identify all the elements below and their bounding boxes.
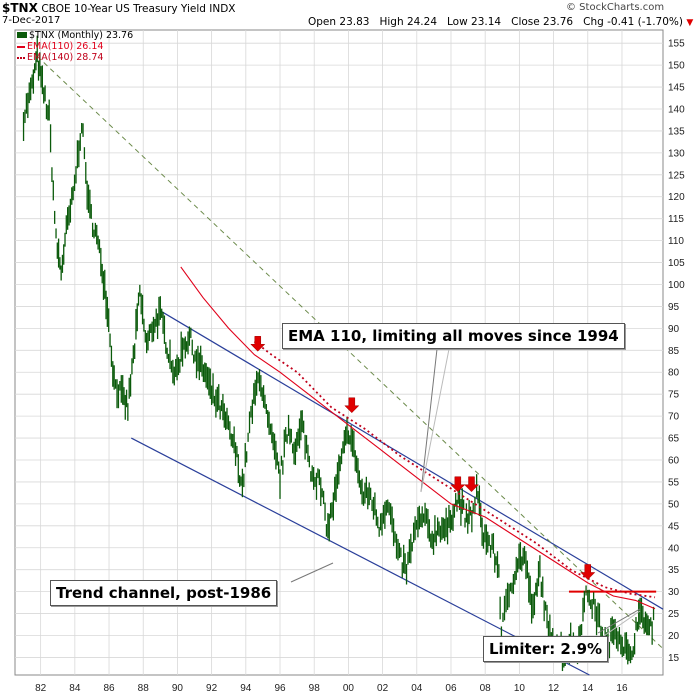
y-tick-label: 15 (668, 653, 680, 664)
x-axis: 82 84 86 88 90 92 94 96 98 00 02 04 06 08 10 12 14 16 (35, 683, 628, 694)
open-value: Open 23.83 (308, 16, 370, 28)
trend-channel-annotation: Trend channel, post-1986 (50, 580, 278, 606)
limiter-callout-line (597, 608, 641, 634)
legend-price-label: $TNX (Monthly) 23.76 (29, 30, 134, 41)
y-tick-label: 70 (668, 412, 680, 423)
x-tick-label: 86 (103, 683, 115, 694)
x-tick-label: 12 (548, 683, 560, 694)
ema110-line (180, 266, 656, 610)
x-tick-label: 10 (514, 683, 526, 694)
ema140-line (253, 340, 656, 599)
x-tick-label: 94 (240, 683, 252, 694)
x-tick-label: 00 (343, 683, 355, 694)
x-tick-label: 92 (206, 683, 218, 694)
callout-lines (290, 348, 641, 641)
x-tick-label: 14 (582, 683, 594, 694)
y-tick-label: 30 (668, 587, 680, 598)
legend-ema140-swatch (17, 56, 25, 59)
y-tick-label: 60 (668, 456, 680, 467)
y-tick-label: 110 (668, 236, 684, 247)
trendlines (36, 55, 664, 676)
y-axis: 15 20 25 30 35 40 45 50 55 60 65 70 75 80 85 90 95 100 105… (668, 39, 685, 664)
copyright: © StockCharts.com (566, 2, 665, 13)
legend-ema140-label: EMA(140) 28.74 (27, 52, 104, 63)
y-tick-label: 135 (668, 126, 685, 137)
channel-callout-line (290, 562, 334, 583)
y-tick-label: 35 (668, 565, 680, 576)
change-value: Chg -0.41 (-1.70%) (583, 16, 683, 28)
legend-ema140: EMA(140) 28.74 (17, 52, 133, 63)
y-tick-label: 120 (668, 192, 685, 203)
x-tick-label: 98 (309, 683, 321, 694)
y-tick-label: 75 (668, 390, 680, 401)
high-value: High 24.24 (379, 16, 437, 28)
legend-ema110-label: EMA(110) 26.14 (27, 41, 104, 52)
trendline-channel-upper (160, 310, 664, 610)
legend-price: $TNX (Monthly) 23.76 (17, 30, 133, 41)
y-tick-label: 145 (668, 83, 685, 94)
y-tick-label: 65 (668, 434, 680, 445)
y-tick-label: 125 (668, 170, 685, 181)
y-tick-label: 20 (668, 631, 680, 642)
down-arrow-marker (580, 564, 596, 580)
x-tick-label: 08 (480, 683, 492, 694)
x-tick-label: 02 (377, 683, 389, 694)
legend-ema110: EMA(110) 26.14 (17, 41, 133, 52)
x-tick-label: 06 (445, 683, 457, 694)
y-tick-label: 140 (668, 104, 685, 115)
y-tick-label: 95 (668, 302, 680, 313)
down-triangle-icon: ▼ (686, 18, 694, 28)
y-tick-label: 40 (668, 543, 680, 554)
ohlc-summary: Open 23.83 High 24.24 Low 23.14 Close 23… (308, 16, 693, 28)
down-arrow-marker (344, 397, 360, 414)
y-tick-label: 85 (668, 346, 680, 357)
close-value: Close 23.76 (511, 16, 574, 28)
x-tick-label: 16 (616, 683, 628, 694)
y-tick-label: 155 (668, 39, 685, 50)
low-value: Low 23.14 (447, 16, 502, 28)
arrows-layer (250, 336, 596, 580)
y-tick-label: 45 (668, 521, 680, 532)
y-tick-label: 130 (668, 148, 685, 159)
chart-title: $TNX CBOE 10-Year US Treasury Yield INDX (2, 1, 236, 15)
y-tick-label: 25 (668, 609, 680, 620)
x-tick-label: 88 (138, 683, 150, 694)
x-tick-label: 96 (274, 683, 286, 694)
x-tick-label: 84 (69, 683, 81, 694)
legend: $TNX (Monthly) 23.76 EMA(110) 26.14 EMA(… (17, 30, 133, 63)
down-arrow-marker (463, 476, 480, 493)
x-tick-label: 82 (35, 683, 47, 694)
y-tick-label: 115 (668, 214, 684, 225)
legend-price-swatch (17, 32, 27, 38)
y-tick-label: 90 (668, 324, 680, 335)
trendline-channel-lower (130, 437, 590, 676)
x-tick-label: 90 (172, 683, 184, 694)
x-tick-label: 04 (411, 683, 423, 694)
y-tick-label: 55 (668, 477, 680, 488)
y-tick-label: 150 (668, 61, 685, 72)
chart-date: 7-Dec-2017 (2, 15, 61, 26)
y-tick-label: 100 (668, 280, 685, 291)
legend-ema110-swatch (17, 45, 25, 48)
symbol: $TNX (2, 1, 38, 15)
ema-callout-line-2 (420, 348, 456, 493)
limiter-callout-line-2 (597, 610, 641, 641)
down-arrow-marker (450, 476, 466, 493)
description: CBOE 10-Year US Treasury Yield INDX (41, 3, 236, 15)
ema-annotation: EMA 110, limiting all moves since 1994 (282, 323, 625, 349)
down-arrow-marker (250, 336, 266, 352)
y-tick-label: 80 (668, 368, 680, 379)
y-tick-label: 105 (668, 258, 685, 269)
y-tick-label: 50 (668, 499, 680, 510)
limiter-annotation: Limiter: 2.9% (483, 636, 609, 662)
